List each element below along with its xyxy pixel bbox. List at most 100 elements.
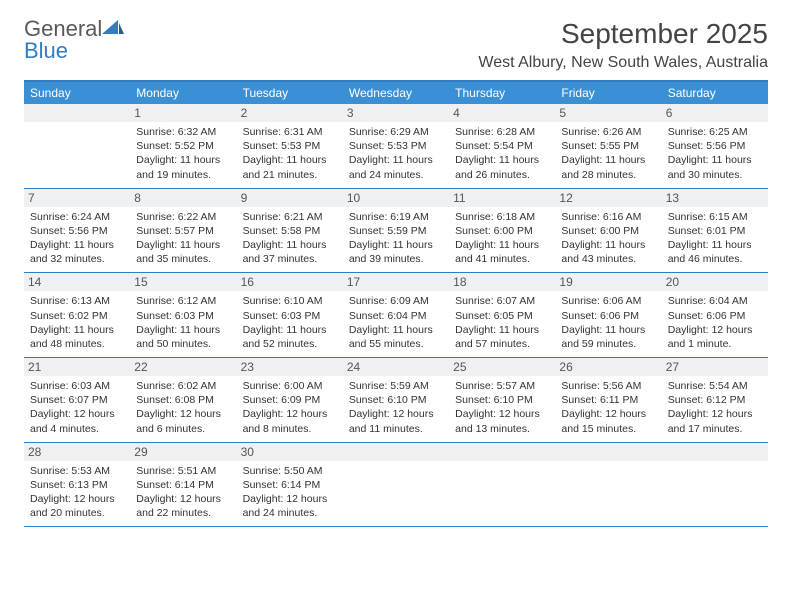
day-number: 9: [237, 189, 343, 207]
daylight-text: Daylight: 11 hours and 37 minutes.: [243, 238, 337, 266]
daylight-text: Daylight: 11 hours and 46 minutes.: [668, 238, 762, 266]
week-row: 21Sunrise: 6:03 AMSunset: 6:07 PMDayligh…: [24, 358, 768, 443]
daylight-text: Daylight: 11 hours and 41 minutes.: [455, 238, 549, 266]
dow-wednesday: Wednesday: [343, 82, 449, 104]
sunrise-text: Sunrise: 6:29 AM: [349, 125, 443, 139]
daylight-text: Daylight: 12 hours and 20 minutes.: [30, 492, 124, 520]
day-number: 22: [130, 358, 236, 376]
logo-text: General Blue: [24, 18, 124, 62]
header: General Blue September 2025 West Albury,…: [24, 18, 768, 72]
day-cell: 8Sunrise: 6:22 AMSunset: 5:57 PMDaylight…: [130, 189, 236, 273]
dow-sunday: Sunday: [24, 82, 130, 104]
day-cell: [555, 443, 661, 527]
day-number: 17: [343, 273, 449, 291]
sunset-text: Sunset: 5:54 PM: [455, 139, 549, 153]
sunset-text: Sunset: 6:13 PM: [30, 478, 124, 492]
day-number: 4: [449, 104, 555, 122]
day-number: [555, 443, 661, 461]
sunset-text: Sunset: 6:07 PM: [30, 393, 124, 407]
day-number: 29: [130, 443, 236, 461]
day-cell: 2Sunrise: 6:31 AMSunset: 5:53 PMDaylight…: [237, 104, 343, 188]
sunset-text: Sunset: 6:06 PM: [668, 309, 762, 323]
sunrise-text: Sunrise: 6:13 AM: [30, 294, 124, 308]
sunset-text: Sunset: 5:56 PM: [668, 139, 762, 153]
day-cell: 30Sunrise: 5:50 AMSunset: 6:14 PMDayligh…: [237, 443, 343, 527]
day-cell: 27Sunrise: 5:54 AMSunset: 6:12 PMDayligh…: [662, 358, 768, 442]
daylight-text: Daylight: 11 hours and 43 minutes.: [561, 238, 655, 266]
day-cell: [449, 443, 555, 527]
sunset-text: Sunset: 6:05 PM: [455, 309, 549, 323]
day-number: 6: [662, 104, 768, 122]
dow-monday: Monday: [130, 82, 236, 104]
sunrise-text: Sunrise: 6:22 AM: [136, 210, 230, 224]
sunrise-text: Sunrise: 6:32 AM: [136, 125, 230, 139]
sunset-text: Sunset: 6:14 PM: [136, 478, 230, 492]
daylight-text: Daylight: 11 hours and 26 minutes.: [455, 153, 549, 181]
week-row: 7Sunrise: 6:24 AMSunset: 5:56 PMDaylight…: [24, 189, 768, 274]
daylight-text: Daylight: 11 hours and 50 minutes.: [136, 323, 230, 351]
day-number: 24: [343, 358, 449, 376]
dow-tuesday: Tuesday: [237, 82, 343, 104]
day-number: [449, 443, 555, 461]
day-number: 8: [130, 189, 236, 207]
day-number: 23: [237, 358, 343, 376]
daylight-text: Daylight: 12 hours and 13 minutes.: [455, 407, 549, 435]
daylight-text: Daylight: 12 hours and 4 minutes.: [30, 407, 124, 435]
sunset-text: Sunset: 6:01 PM: [668, 224, 762, 238]
daylight-text: Daylight: 11 hours and 39 minutes.: [349, 238, 443, 266]
sunrise-text: Sunrise: 6:02 AM: [136, 379, 230, 393]
sunset-text: Sunset: 6:03 PM: [136, 309, 230, 323]
sunrise-text: Sunrise: 6:26 AM: [561, 125, 655, 139]
day-cell: 17Sunrise: 6:09 AMSunset: 6:04 PMDayligh…: [343, 273, 449, 357]
sunrise-text: Sunrise: 6:03 AM: [30, 379, 124, 393]
daylight-text: Daylight: 11 hours and 19 minutes.: [136, 153, 230, 181]
day-number: 12: [555, 189, 661, 207]
daylight-text: Daylight: 11 hours and 28 minutes.: [561, 153, 655, 181]
day-number: [662, 443, 768, 461]
week-row: 1Sunrise: 6:32 AMSunset: 5:52 PMDaylight…: [24, 104, 768, 189]
calendar: Sunday Monday Tuesday Wednesday Thursday…: [24, 80, 768, 527]
month-title: September 2025: [478, 18, 768, 50]
day-cell: 24Sunrise: 5:59 AMSunset: 6:10 PMDayligh…: [343, 358, 449, 442]
day-cell: 3Sunrise: 6:29 AMSunset: 5:53 PMDaylight…: [343, 104, 449, 188]
daylight-text: Daylight: 12 hours and 24 minutes.: [243, 492, 337, 520]
sunrise-text: Sunrise: 6:15 AM: [668, 210, 762, 224]
day-number: 18: [449, 273, 555, 291]
sunrise-text: Sunrise: 6:09 AM: [349, 294, 443, 308]
day-cell: [24, 104, 130, 188]
logo-sail-icon: [102, 20, 124, 36]
day-number: 16: [237, 273, 343, 291]
sunset-text: Sunset: 6:14 PM: [243, 478, 337, 492]
day-cell: 25Sunrise: 5:57 AMSunset: 6:10 PMDayligh…: [449, 358, 555, 442]
day-cell: 22 Sunrise: 6:02 AMSunset: 6:08 PMDayligh…: [130, 358, 236, 442]
day-number: 27: [662, 358, 768, 376]
sunset-text: Sunset: 6:04 PM: [349, 309, 443, 323]
logo: General Blue: [24, 18, 124, 62]
sunrise-text: Sunrise: 6:00 AM: [243, 379, 337, 393]
sunrise-text: Sunrise: 5:56 AM: [561, 379, 655, 393]
sunset-text: Sunset: 6:00 PM: [561, 224, 655, 238]
day-cell: 28Sunrise: 5:53 AMSunset: 6:13 PMDayligh…: [24, 443, 130, 527]
daylight-text: Daylight: 12 hours and 6 minutes.: [136, 407, 230, 435]
day-number: 21: [24, 358, 130, 376]
day-number: 20: [662, 273, 768, 291]
sunset-text: Sunset: 6:08 PM: [136, 393, 230, 407]
sunrise-text: Sunrise: 5:50 AM: [243, 464, 337, 478]
day-number: 25: [449, 358, 555, 376]
dow-saturday: Saturday: [662, 82, 768, 104]
sunrise-text: Sunrise: 6:25 AM: [668, 125, 762, 139]
daylight-text: Daylight: 12 hours and 15 minutes.: [561, 407, 655, 435]
day-number: 5: [555, 104, 661, 122]
daylight-text: Daylight: 11 hours and 24 minutes.: [349, 153, 443, 181]
sunrise-text: Sunrise: 6:04 AM: [668, 294, 762, 308]
sunrise-text: Sunrise: 6:24 AM: [30, 210, 124, 224]
sunrise-text: Sunrise: 6:16 AM: [561, 210, 655, 224]
daylight-text: Daylight: 11 hours and 32 minutes.: [30, 238, 124, 266]
sunrise-text: Sunrise: 6:12 AM: [136, 294, 230, 308]
day-cell: 16Sunrise: 6:10 AMSunset: 6:03 PMDayligh…: [237, 273, 343, 357]
day-of-week-header: Sunday Monday Tuesday Wednesday Thursday…: [24, 82, 768, 104]
daylight-text: Daylight: 11 hours and 21 minutes.: [243, 153, 337, 181]
sunset-text: Sunset: 5:52 PM: [136, 139, 230, 153]
sunset-text: Sunset: 5:59 PM: [349, 224, 443, 238]
daylight-text: Daylight: 11 hours and 57 minutes.: [455, 323, 549, 351]
